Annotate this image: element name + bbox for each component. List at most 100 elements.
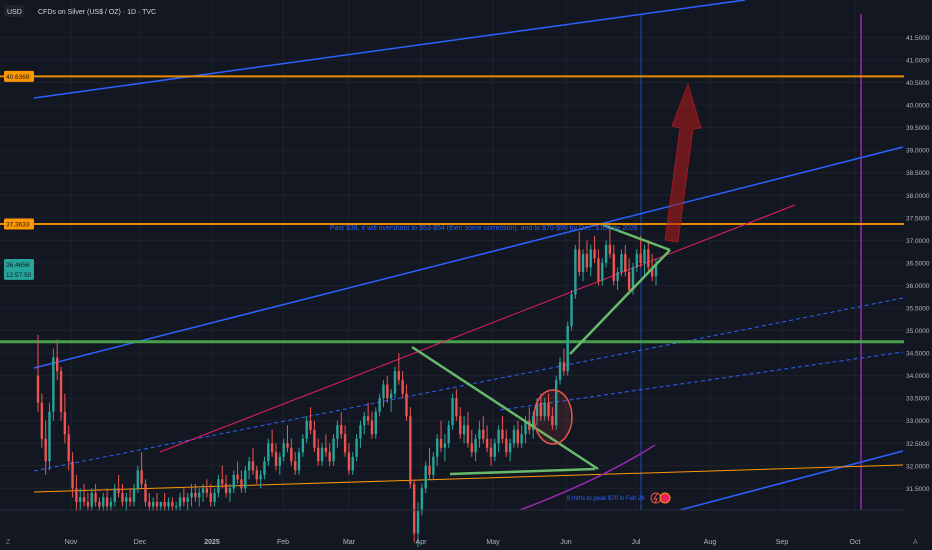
candle-body xyxy=(459,416,462,435)
time-axis[interactable]: Nov Dec 2025 Feb Mar Apr May Jun Jul Aug Sep Oct xyxy=(65,539,861,546)
candle-body xyxy=(278,456,282,466)
price-tick-label: 35.0000 xyxy=(906,328,930,335)
candle-body xyxy=(382,384,385,399)
projection-arrow xyxy=(664,82,702,243)
triangle-patterns xyxy=(411,223,671,476)
log-scale-button[interactable]: A xyxy=(913,539,918,546)
breakout-circle xyxy=(533,389,573,445)
timezone-button[interactable]: Z xyxy=(6,539,11,546)
forecast-annotation: Past $38, it will overshoot to $53-$54 (… xyxy=(330,225,638,232)
candle-body xyxy=(198,492,201,498)
price-tick-label: 38.0000 xyxy=(906,193,930,200)
candle-body xyxy=(301,438,305,453)
price-tick-label: 32.0000 xyxy=(906,463,930,470)
currency-button[interactable]: USD xyxy=(7,9,22,16)
candle-body xyxy=(482,429,485,439)
candle-body xyxy=(167,501,170,507)
candle-body xyxy=(370,420,374,435)
price-axis[interactable]: 41.5000 41.0000 40.5000 40.0000 39.5000 39.00… xyxy=(906,35,930,493)
candle-body xyxy=(443,443,447,448)
chart-title: CFDs on Silver (US$ / OZ) · 1D · TVC xyxy=(38,9,156,16)
candle-body xyxy=(136,470,139,489)
candle-body xyxy=(462,425,466,435)
candle-body xyxy=(543,402,546,417)
candle-body xyxy=(489,447,493,457)
candle-body xyxy=(347,452,351,471)
price-tick-label: 36.5000 xyxy=(906,260,930,267)
candle-body xyxy=(581,253,585,272)
candle-body xyxy=(650,267,654,277)
candle-body xyxy=(374,411,377,435)
candle-body xyxy=(236,474,239,480)
candle-body xyxy=(201,488,205,493)
candle-body xyxy=(555,380,558,426)
candle-body xyxy=(290,447,293,462)
candle-body xyxy=(351,456,354,471)
price-tick-label: 33.5000 xyxy=(906,396,930,403)
price-tag-bg xyxy=(4,218,34,230)
candle-body xyxy=(94,492,97,502)
candle-body xyxy=(151,501,155,507)
candle-body xyxy=(593,249,596,259)
candle-body xyxy=(562,362,566,372)
date-tick-label: Mar xyxy=(343,539,356,546)
projection-curve xyxy=(519,444,656,511)
candle-body xyxy=(631,267,635,290)
date-tick-label: Oct xyxy=(850,539,861,546)
candle-body xyxy=(585,253,589,268)
candle-body xyxy=(56,357,59,372)
price-tick-label: 40.0000 xyxy=(906,103,930,110)
lower-channel-line xyxy=(679,450,904,511)
date-tick-label: Nov xyxy=(65,539,78,546)
date-tick-label: 2025 xyxy=(204,539,220,546)
flash-glyph-icon xyxy=(653,493,658,504)
candle-body xyxy=(182,497,186,502)
candle-body xyxy=(589,249,592,268)
candle-body xyxy=(247,461,251,471)
candle-body xyxy=(420,488,424,511)
price-tick-label: 39.5000 xyxy=(906,125,930,132)
candle-body xyxy=(412,483,416,534)
candle-body xyxy=(416,510,420,534)
candle-body xyxy=(405,393,408,417)
price-tick-label: 40.5000 xyxy=(906,80,930,87)
candle-body xyxy=(378,398,381,412)
candle-body xyxy=(148,501,151,507)
candle-body xyxy=(297,452,301,471)
candle-body xyxy=(512,429,516,444)
dashed-channel-line-2 xyxy=(499,351,904,411)
candle-body xyxy=(501,429,504,439)
candle-body xyxy=(128,497,132,502)
candle-body xyxy=(221,479,224,484)
candle-body xyxy=(485,438,489,448)
candle-body xyxy=(409,416,412,484)
candle-body xyxy=(171,501,174,507)
event-icon[interactable] xyxy=(659,492,671,504)
candle-body xyxy=(516,429,520,444)
candle-body xyxy=(132,488,136,502)
candle-body xyxy=(620,253,623,272)
candle-body xyxy=(240,479,243,489)
candle-body xyxy=(363,416,366,426)
candle-body xyxy=(293,461,297,471)
price-tick-label: 34.0000 xyxy=(906,373,930,380)
candle-body xyxy=(75,488,78,502)
date-tick-label: Sep xyxy=(776,539,789,546)
candle-body xyxy=(520,434,523,444)
upper-channel-line xyxy=(33,0,746,99)
candle-body xyxy=(470,443,473,453)
candle-body xyxy=(627,271,631,290)
candle-body xyxy=(102,497,105,507)
price-tick-label: 41.5000 xyxy=(906,35,930,42)
currency-button-bg[interactable] xyxy=(4,5,24,17)
date-tick-label: Jun xyxy=(560,539,571,546)
candle-body xyxy=(608,244,612,254)
candle-body xyxy=(497,429,500,444)
mid-channel-line xyxy=(33,146,904,369)
candle-body xyxy=(125,497,128,502)
candle-body xyxy=(159,501,163,507)
candle-body xyxy=(647,249,650,268)
